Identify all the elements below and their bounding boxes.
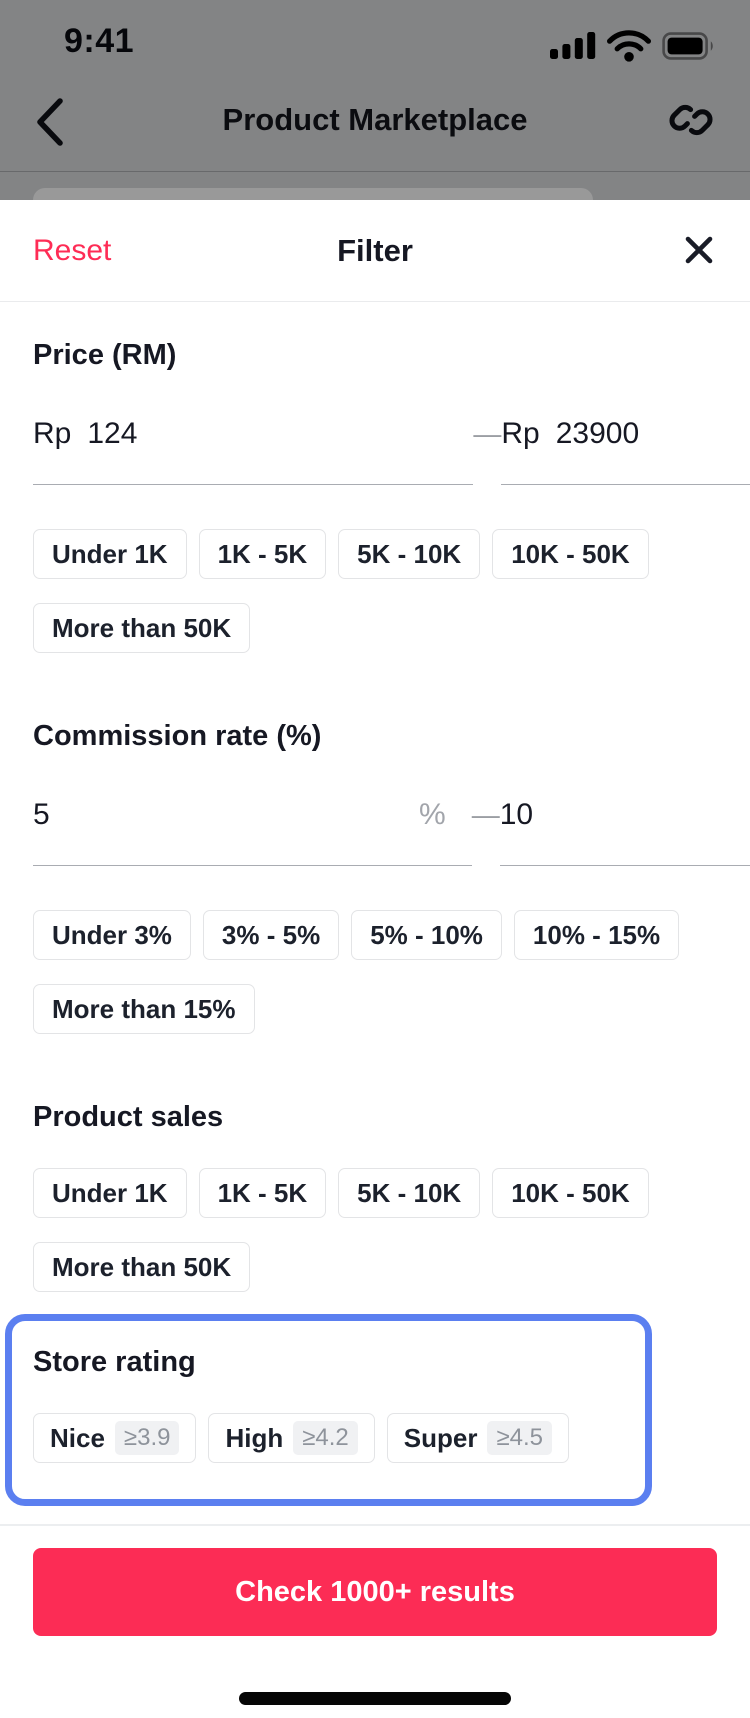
nav-divider — [0, 171, 750, 172]
back-button[interactable] — [24, 94, 76, 152]
commission-chip-10-15[interactable]: 10% - 15% — [513, 910, 680, 960]
commission-chips: Under 3% 3% - 5% 5% - 10% 10% - 15% More… — [33, 910, 717, 1034]
price-chip-10k-50k[interactable]: 10K - 50K — [492, 529, 649, 579]
commission-chip-under-3[interactable]: Under 3% — [33, 910, 191, 960]
price-range-row: Rp — Rp — [33, 416, 750, 485]
price-min-field[interactable]: Rp — [33, 416, 474, 485]
rating-chip-super[interactable]: Super ≥4.5 — [386, 1413, 570, 1463]
rating-label: Nice — [50, 1422, 105, 1453]
rating-section-heading: Store rating — [33, 1346, 196, 1378]
signal-icon — [550, 31, 596, 61]
sales-chip-under-1k[interactable]: Under 1K — [33, 1168, 187, 1218]
price-max-field[interactable]: Rp — [501, 416, 750, 485]
reset-button[interactable]: Reset — [33, 233, 112, 267]
chain-link-icon — [667, 96, 715, 147]
filter-sheet: Reset Filter Price (RM) Rp — — [0, 200, 750, 1718]
range-separator: — — [473, 418, 502, 449]
rating-chip-nice[interactable]: Nice ≥3.9 — [33, 1413, 197, 1463]
commission-min-suffix: % — [419, 798, 446, 831]
price-min-input[interactable] — [87, 416, 474, 452]
price-chip-more-50k[interactable]: More than 50K — [33, 603, 251, 653]
share-link-button[interactable] — [660, 90, 722, 152]
price-chip-5k-10k[interactable]: 5K - 10K — [338, 529, 481, 579]
rating-label: High — [225, 1422, 284, 1453]
sales-chip-5k-10k[interactable]: 5K - 10K — [338, 1168, 481, 1218]
rating-threshold-badge: ≥3.9 — [114, 1421, 180, 1455]
rating-label: Super — [403, 1422, 478, 1453]
sales-section-heading: Product sales — [33, 1101, 224, 1133]
commission-chip-more-15[interactable]: More than 15% — [33, 984, 255, 1034]
sales-chip-10k-50k[interactable]: 10K - 50K — [492, 1168, 649, 1218]
status-icons — [550, 30, 716, 62]
commission-max-input[interactable] — [499, 797, 750, 833]
check-results-button[interactable]: Check 1000+ results — [33, 1548, 717, 1636]
sheet-header: Reset Filter — [0, 200, 750, 302]
sales-chips: Under 1K 1K - 5K 5K - 10K 10K - 50K More… — [33, 1168, 717, 1292]
status-time: 9:41 — [64, 22, 135, 60]
sales-chip-1k-5k[interactable]: 1K - 5K — [198, 1168, 327, 1218]
range-separator: — — [471, 799, 500, 830]
price-section-heading: Price (RM) — [33, 339, 177, 371]
commission-min-input[interactable] — [33, 797, 419, 833]
sales-chip-more-50k[interactable]: More than 50K — [33, 1242, 251, 1292]
commission-range-row: % — % — [33, 797, 750, 866]
commission-max-field[interactable]: % — [499, 797, 750, 866]
commission-chip-5-10[interactable]: 5% - 10% — [351, 910, 502, 960]
price-max-prefix: Rp — [501, 417, 540, 450]
rating-threshold-badge: ≥4.2 — [293, 1421, 358, 1455]
wifi-icon — [607, 30, 651, 62]
home-indicator[interactable] — [239, 1692, 511, 1705]
price-chips: Under 1K 1K - 5K 5K - 10K 10K - 50K More… — [33, 529, 717, 653]
price-max-input[interactable] — [555, 416, 750, 452]
commission-section-heading: Commission rate (%) — [33, 720, 322, 752]
rating-chip-high[interactable]: High ≥4.2 — [208, 1413, 375, 1463]
sheet-body: Price (RM) Rp — Rp Under 1K 1K - 5K 5K -… — [0, 338, 750, 1705]
price-chip-under-1k[interactable]: Under 1K — [33, 529, 187, 579]
commission-min-field[interactable]: % — [33, 797, 472, 866]
price-min-prefix: Rp — [33, 417, 72, 450]
footer-divider — [0, 1524, 750, 1526]
rating-chips: Nice ≥3.9 High ≥4.2 Super ≥4.5 — [33, 1413, 625, 1463]
close-icon — [685, 236, 713, 267]
price-chip-1k-5k[interactable]: 1K - 5K — [198, 529, 327, 579]
commission-chip-3-5[interactable]: 3% - 5% — [202, 910, 340, 960]
battery-icon — [662, 32, 716, 60]
chevron-left-icon — [33, 97, 67, 150]
rating-threshold-badge: ≥4.5 — [487, 1421, 553, 1455]
modal-scrim[interactable] — [0, 0, 750, 200]
store-rating-highlight-box: Store rating Nice ≥3.9 High ≥4.2 Super ≥… — [5, 1314, 652, 1506]
page-title: Product Marketplace — [222, 102, 528, 137]
sheet-title: Filter — [337, 232, 413, 268]
close-button[interactable] — [678, 230, 720, 272]
